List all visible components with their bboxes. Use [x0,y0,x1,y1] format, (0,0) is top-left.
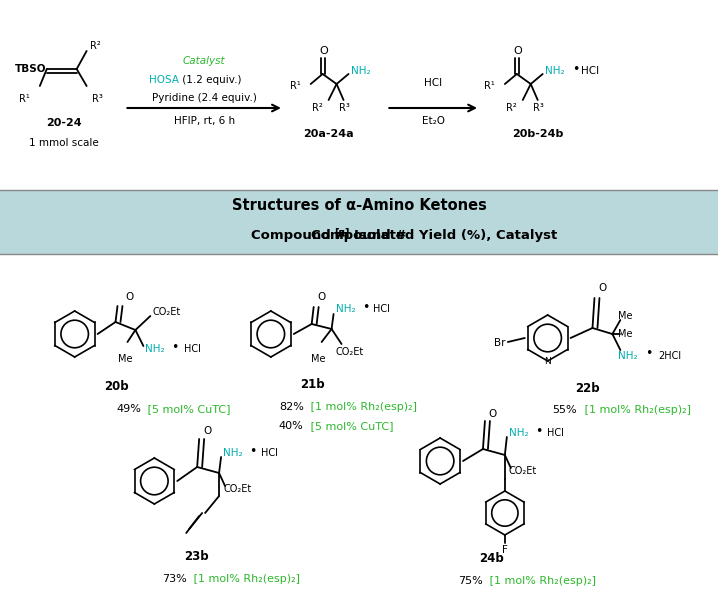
Text: [a]: [a] [335,228,350,238]
Text: Compound #: Compound # [311,229,407,243]
Text: NH₂: NH₂ [619,351,638,361]
Text: 23b: 23b [184,550,208,563]
Text: •: • [572,63,580,76]
Text: •: • [362,300,369,313]
Text: NH₂: NH₂ [146,344,165,354]
Text: 20b: 20b [105,380,129,393]
Text: 20b-24b: 20b-24b [512,129,563,139]
Text: O: O [203,426,211,436]
Text: (1.2 equiv.): (1.2 equiv.) [180,75,242,85]
Text: Me: Me [311,354,326,364]
Text: R²: R² [312,103,322,113]
Text: CO₂Et: CO₂Et [152,307,180,317]
Text: Structures of α-Amino Ketones: Structures of α-Amino Ketones [231,198,487,213]
Text: 49%: 49% [117,404,141,414]
Text: O: O [125,292,133,302]
Text: F: F [502,545,508,555]
Text: 1 mmol scale: 1 mmol scale [29,138,99,148]
Text: R³: R³ [92,94,102,104]
Bar [0,190,718,254]
Text: CO₂Et: CO₂Et [509,466,537,476]
Text: R¹: R¹ [290,81,301,91]
Text: 22b: 22b [575,381,600,395]
Text: 20-24: 20-24 [46,118,81,128]
Text: HOSA: HOSA [149,75,180,85]
Text: R¹: R¹ [484,81,495,91]
Text: •: • [172,340,179,353]
Text: CO₂Et: CO₂Et [335,347,364,357]
Text: 40%: 40% [279,421,304,431]
Text: NH₂: NH₂ [350,66,370,76]
Text: 20a-24a: 20a-24a [304,129,354,139]
Text: NH₂: NH₂ [223,448,243,458]
Text: R³: R³ [339,103,350,113]
Text: NH₂: NH₂ [335,304,355,314]
Text: Me: Me [619,329,633,339]
Text: O: O [317,292,326,302]
Text: HCl: HCl [185,344,201,354]
Text: : Isolated Yield (%), Catalyst: : Isolated Yield (%), Catalyst [343,229,557,243]
Text: R¹: R¹ [19,94,30,104]
Text: O: O [598,283,606,293]
Text: 24b: 24b [479,552,504,566]
Text: R²: R² [89,41,100,51]
Text: 21b: 21b [301,377,325,390]
Text: [5 mol% CuTC]: [5 mol% CuTC] [306,421,393,431]
Text: 75%: 75% [458,576,483,586]
Text: NH₂: NH₂ [544,66,565,76]
Text: [1 mol% Rh₂(esp)₂]: [1 mol% Rh₂(esp)₂] [486,576,596,586]
Text: TBSO: TBSO [15,64,47,74]
Text: Et₂O: Et₂O [422,116,445,126]
Text: HCl: HCl [424,78,442,88]
Text: 2HCl: 2HCl [658,351,681,361]
Text: [1 mol% Rh₂(esp)₂]: [1 mol% Rh₂(esp)₂] [580,405,691,415]
Text: CO₂Et: CO₂Et [223,484,252,494]
Text: HCl: HCl [547,428,564,438]
Text: •: • [535,424,542,437]
Text: Catalyst: Catalyst [183,56,226,66]
Text: •: • [249,445,257,458]
Text: HFIP, rt, 6 h: HFIP, rt, 6 h [174,116,235,126]
Text: NH₂: NH₂ [509,428,528,438]
Text: Br: Br [495,338,506,348]
Text: 55%: 55% [553,405,578,415]
Text: R²: R² [506,103,517,113]
Text: Pyridine (2.4 equiv.): Pyridine (2.4 equiv.) [151,93,257,103]
Text: O: O [513,46,522,56]
Text: Me: Me [619,311,633,321]
Text: N: N [544,356,551,365]
Text: R³: R³ [533,103,544,113]
Text: •: • [645,347,653,361]
Text: [1 mol% Rh₂(esp)₂]: [1 mol% Rh₂(esp)₂] [190,574,300,584]
Text: 73%: 73% [162,574,187,584]
Bar [0,0,718,190]
Text: Me: Me [118,354,133,364]
Text: HCl: HCl [261,448,278,458]
Text: 82%: 82% [279,402,304,412]
Text: [5 mol% CuTC]: [5 mol% CuTC] [144,404,231,414]
Text: HCl: HCl [373,304,390,314]
Text: Compound #: Compound # [251,229,346,243]
Text: O: O [319,46,328,56]
Text: HCl: HCl [580,66,598,76]
Text: O: O [489,409,497,419]
Text: [1 mol% Rh₂(esp)₂]: [1 mol% Rh₂(esp)₂] [306,402,417,412]
